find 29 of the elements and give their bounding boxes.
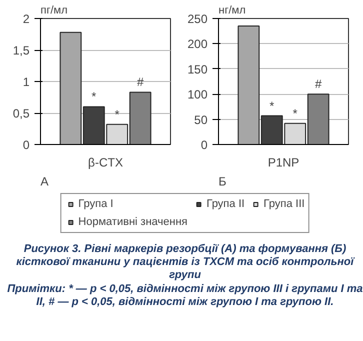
y-tick-label: 250: [187, 12, 208, 26]
text: Рисунок 3. Рівні маркерів резорбції (А) та формування (Б) кісткової тканини у пацієнтів із ТХСМ та осіб контрольної групи: [15, 243, 356, 283]
y-axis-title: пг/мл: [40, 4, 68, 16]
legend-label: Група II: [206, 198, 245, 210]
data-label: #: [314, 77, 322, 92]
data-label: #: [136, 75, 144, 90]
y-tick-label: 0,5: [12, 106, 30, 120]
y-tick-label: 150: [187, 62, 208, 76]
text: Примітки: * — p < 0,05, відмінності між групою III і групами I та II, # — p < 0,05, відмінності між групою I та групою II.: [6, 282, 363, 309]
y-tick-label: 0: [200, 138, 208, 152]
y-tick-label: 1,5: [12, 44, 30, 58]
x-tick-label: β-CTX: [88, 156, 123, 170]
y-axis-title: нг/мл: [218, 4, 246, 16]
data-label: *: [292, 106, 298, 120]
legend-label: Група III: [264, 198, 305, 210]
y-tick-label: 200: [187, 37, 208, 52]
text: Б: [218, 174, 226, 188]
y-tick-label: 2: [22, 12, 30, 26]
data-label: *: [92, 90, 97, 104]
text: А: [40, 174, 49, 188]
x-tick-label: P1NP: [268, 156, 300, 170]
legend-label: Нормативні значення: [78, 216, 188, 228]
y-tick-label: 0: [22, 138, 30, 152]
y-tick-label: 50: [194, 112, 208, 127]
data-label: *: [114, 107, 120, 122]
y-tick-label: 1: [22, 75, 30, 89]
legend-label: Група I: [78, 198, 114, 210]
y-tick-label: 100: [187, 88, 208, 102]
data-label: *: [270, 98, 275, 113]
